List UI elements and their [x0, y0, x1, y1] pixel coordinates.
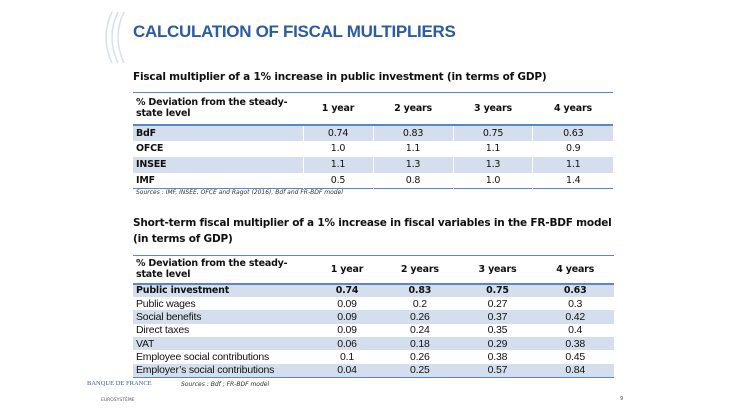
table-row: Public investment 0.74 0.83 0.75 0.63	[133, 283, 614, 297]
row-label: IMF	[136, 174, 155, 186]
row-label: Employee social contributions	[136, 351, 270, 364]
table-row: INSEE 1.1 1.3 1.3 1.1	[133, 156, 613, 173]
cell-value: 1.3	[372, 156, 454, 173]
cell-value: 0.04	[337, 364, 357, 377]
page-title: CALCULATION OF FISCAL MULTIPLIERS	[133, 22, 456, 41]
cell-value: 0.83	[372, 124, 454, 141]
header-3y: 3 years	[474, 102, 512, 114]
cell-value: 0.27	[487, 297, 508, 310]
cell-value: 0.9	[532, 140, 613, 157]
cell-value: 1.3	[452, 156, 533, 173]
header-1y: 1 year	[330, 263, 364, 275]
header-2y: 2 years	[400, 263, 439, 275]
table1-caption: Fiscal multiplier of a 1% increase in pu…	[133, 71, 547, 83]
table-row: Direct taxes 0.09 0.24 0.35 0.4	[133, 324, 614, 337]
header-4y: 4 years	[556, 263, 595, 275]
cell-value: 0.2	[412, 297, 427, 310]
cell-value: 0.42	[565, 310, 585, 323]
table-header-row: % Deviation from the steady-state level …	[133, 256, 614, 284]
cell-value: 0.09	[337, 297, 357, 310]
row-label: INSEE	[136, 159, 167, 170]
cell-value: 0.74	[302, 124, 374, 141]
table-row: OFCE 1.0 1.1 1.1 0.9	[133, 140, 613, 157]
page-number: 9	[620, 396, 624, 402]
cell-value: 0.74	[335, 284, 359, 296]
cell-value: 0.09	[337, 310, 357, 323]
cell-value: 0.35	[487, 324, 508, 337]
banque-de-france-logo: BANQUE DE FRANCE	[87, 380, 152, 387]
cell-value: 1.1	[372, 140, 454, 157]
cell-value: 1.0	[452, 172, 533, 189]
cell-value: 0.18	[410, 337, 430, 350]
table-row: Social benefits 0.09 0.26 0.37 0.42	[133, 310, 614, 324]
cell-value: 0.84	[565, 364, 585, 377]
cell-value: 0.63	[563, 284, 587, 296]
cell-value: 0.06	[337, 337, 357, 350]
row-label: Public investment	[136, 284, 230, 296]
header-3y: 3 years	[478, 263, 517, 275]
table2-caption: Short-term fiscal multiplier of a 1% inc…	[133, 217, 612, 245]
cell-value: 0.29	[487, 337, 508, 350]
table-row: VAT 0.06 0.18 0.29 0.38	[133, 337, 614, 351]
cell-value: 0.63	[532, 124, 613, 141]
row-label: BdF	[136, 127, 156, 139]
table-public-investment-multipliers: % Deviation from the steady-state level …	[133, 92, 613, 189]
header-4y: 4 years	[554, 102, 592, 114]
table-fiscal-variable-multipliers: % Deviation from the steady-state level …	[133, 255, 614, 378]
cell-value: 0.75	[452, 124, 533, 141]
table-row: Employer’s social contributions 0.04 0.25 0…	[133, 363, 614, 378]
cell-value: 0.3	[568, 297, 583, 310]
row-label: Public wages	[136, 297, 196, 310]
cell-value: 1.0	[302, 140, 374, 157]
decorative-arcs-icon	[105, 11, 125, 64]
header-1y: 1 year	[321, 102, 355, 114]
eurosysteme-label: EUROSYSTÈME	[101, 398, 135, 403]
cell-value: 0.26	[410, 351, 430, 364]
cell-value: 0.26	[410, 310, 430, 323]
header-label: % Deviation from the steady-state level	[136, 97, 288, 120]
cell-value: 0.1	[340, 351, 354, 364]
header-label: % Deviation from the steady-state level	[136, 258, 288, 281]
cell-value: 0.24	[410, 324, 430, 337]
cell-value: 1.1	[302, 156, 374, 173]
table1-source: Sources : IMF, INSEE, OFCE and Ragot (20…	[136, 189, 343, 196]
table-row: Employee social contributions 0.1 0.26 0.38…	[133, 350, 614, 363]
table-header-row: % Deviation from the steady-state level …	[133, 93, 613, 125]
cell-value: 0.38	[565, 337, 585, 350]
cell-value: 1.4	[532, 172, 613, 189]
cell-value: 0.83	[408, 284, 432, 296]
cell-value: 0.25	[410, 364, 430, 377]
row-label: Direct taxes	[136, 324, 190, 337]
cell-value: 0.8	[372, 172, 454, 189]
cell-value: 1.1	[532, 156, 613, 173]
table-row: Public wages 0.09 0.2 0.27 0.3	[133, 297, 614, 310]
cell-value: 0.75	[486, 284, 509, 296]
row-label: OFCE	[136, 143, 164, 154]
row-label: VAT	[136, 337, 155, 350]
cell-value: 0.45	[565, 351, 585, 364]
table-row: IMF 0.5 0.8 1.0 1.4	[133, 172, 613, 189]
cell-value: 0.5	[302, 172, 374, 189]
row-label: Employer’s social contributions	[136, 364, 275, 377]
cell-value: 0.57	[487, 364, 508, 377]
cell-value: 0.4	[568, 324, 583, 337]
cell-value: 0.38	[487, 351, 508, 364]
header-2y: 2 years	[394, 102, 432, 114]
row-label: Social benefits	[136, 310, 202, 323]
cell-value: 0.09	[337, 324, 357, 337]
cell-value: 0.37	[487, 310, 508, 323]
cell-value: 1.1	[452, 140, 533, 157]
table-row: BdF 0.74 0.83 0.75 0.63	[133, 124, 613, 141]
table2-source: Sources : Bdf ; FR-BDF model	[181, 381, 270, 388]
